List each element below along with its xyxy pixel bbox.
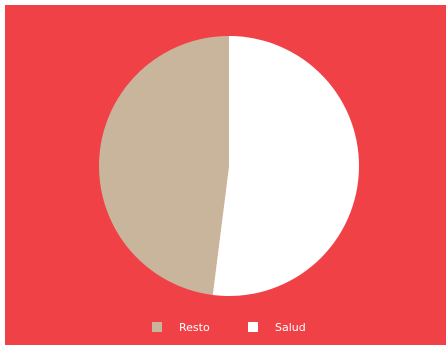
pie-slice [212,36,359,296]
pie-slice [98,36,229,295]
legend-swatch [152,322,162,332]
legend-swatch [248,322,258,332]
legend-label: Resto [179,321,210,334]
legend-label: Salud [275,321,306,334]
